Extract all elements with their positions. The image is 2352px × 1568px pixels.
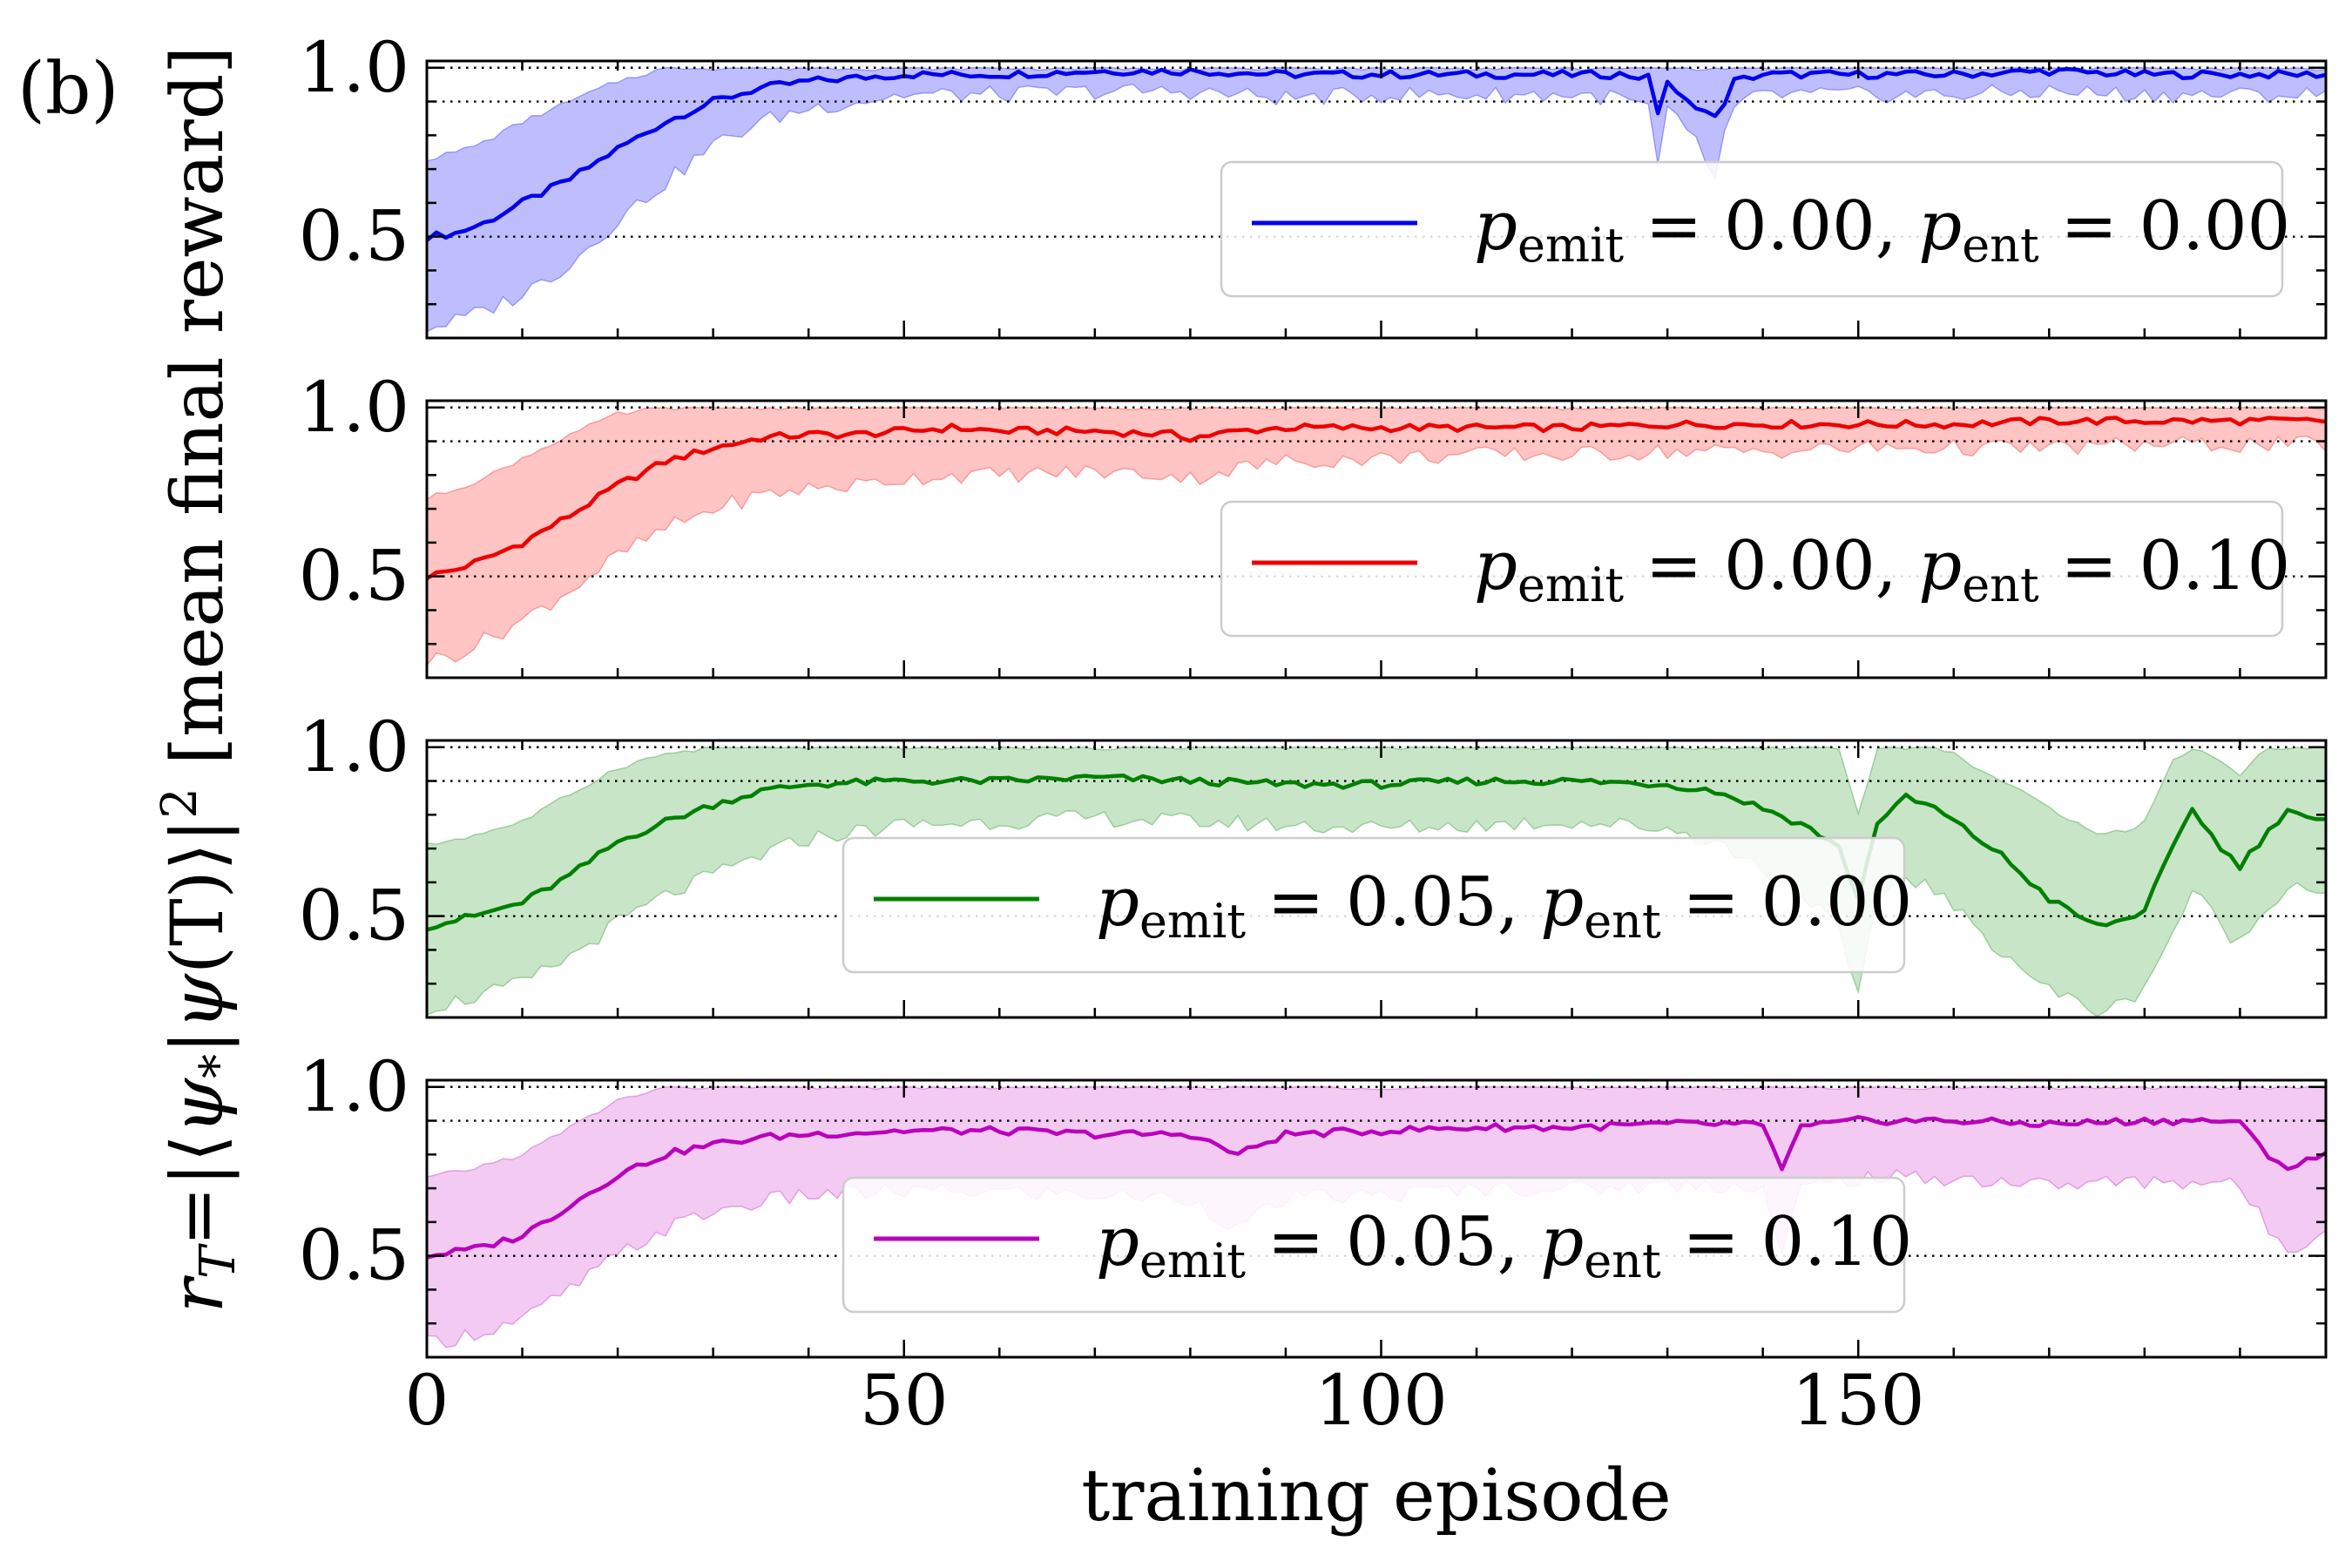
y-tick-label: 0.5 <box>299 875 409 956</box>
y-tick-label: 1.0 <box>299 1046 409 1127</box>
legend-label-part: = 0.05, <box>1246 1203 1540 1281</box>
legend-label-part: = 0.00 <box>1661 863 1913 942</box>
y-label-bar: | <box>157 1030 240 1054</box>
legend-label: pemit = 0.00, pent = 0.10 <box>1474 527 2290 612</box>
legend-label-part: emit <box>1517 218 1624 273</box>
y-label-paren: (T)⟩| <box>157 819 240 974</box>
legend-label-part: = 0.10 <box>2039 527 2291 605</box>
legend-label-part: p <box>1540 863 1584 942</box>
legend-label-part: p <box>1096 1203 1139 1281</box>
legend-label: pemit = 0.05, pent = 0.00 <box>1096 863 1912 949</box>
mean-line-2 <box>425 416 2327 581</box>
legend-label-part: = 0.10 <box>1661 1203 1913 1281</box>
y-label-r-sub: T <box>190 1243 247 1279</box>
legend-label-part: emit <box>1517 558 1624 612</box>
x-tick-labels: 0 50 100 150 <box>405 1360 1925 1441</box>
legend-label-part: = 0.00 <box>2039 187 2291 266</box>
legend-label-part: ent <box>1962 218 2039 273</box>
y-label-psi-sub: * <box>190 1054 247 1078</box>
legend-box <box>1220 500 2284 638</box>
legend-label: pemit = 0.05, pent = 0.10 <box>1096 1203 1912 1288</box>
y-label-rest: [mean final reward] <box>157 46 240 787</box>
legend-label-part: ent <box>1584 894 1661 949</box>
legend-label-part: p <box>1918 187 1962 266</box>
y-tick-label: 0.5 <box>299 536 409 617</box>
x-axis-label: training episode <box>1081 1455 1671 1538</box>
legend-4: pemit = 0.05, pent = 0.10 <box>841 1176 1912 1314</box>
legend-label-part: p <box>1096 863 1139 942</box>
y-tick-label: 1.0 <box>299 27 409 108</box>
y-label-psi2: ψ <box>157 973 240 1030</box>
legend-label-part: = 0.00, <box>1624 187 1918 266</box>
legend-label-part: emit <box>1139 1233 1246 1288</box>
legend-label-part: p <box>1918 527 1962 605</box>
mean-line-3 <box>426 774 2327 932</box>
legend-label-part: ent <box>1584 1233 1661 1288</box>
legend-box <box>841 836 1906 974</box>
y-tick-label: 1.0 <box>299 706 409 787</box>
y-tick-label: 0.5 <box>299 1215 409 1296</box>
legend-2: pemit = 0.00, pent = 0.10 <box>1220 500 2290 638</box>
panel-label: (b) <box>17 48 118 131</box>
axes-frame-3 <box>425 739 2328 1019</box>
legend-box <box>841 1176 1906 1314</box>
axes-frame-2 <box>425 399 2328 679</box>
x-tick-label: 0 <box>405 1360 449 1441</box>
axes-frame-1 <box>425 59 2328 340</box>
y-label-sup: 2 <box>152 787 208 819</box>
x-tick-label: 150 <box>1792 1360 1925 1441</box>
legend-box <box>1220 160 2284 298</box>
y-tick-label: 1.0 <box>299 367 409 448</box>
y-label-r: r <box>157 1274 240 1313</box>
y-label-psi: ψ <box>157 1078 240 1134</box>
y-label-eq: =|⟨ <box>157 1134 240 1246</box>
legend-label-part: p <box>1474 187 1517 266</box>
y-axis-label: rT=|⟨ψ*|ψ(T)⟩|2 [mean final reward] <box>152 46 247 1313</box>
legend-label-part: ent <box>1962 558 2039 612</box>
mean-line-1 <box>425 67 2327 242</box>
legend-1: pemit = 0.00, pent = 0.00 <box>1220 160 2290 298</box>
y-tick-label: 0.5 <box>299 196 409 277</box>
legend-3: pemit = 0.05, pent = 0.00 <box>841 836 1912 974</box>
x-tick-label: 100 <box>1315 1360 1448 1441</box>
legend-label-part: p <box>1474 527 1517 605</box>
legend-label: pemit = 0.00, pent = 0.00 <box>1474 187 2290 273</box>
legend-label-part: emit <box>1139 894 1246 949</box>
legend-label-part: = 0.05, <box>1246 863 1540 942</box>
legend-label-part: p <box>1540 1203 1584 1281</box>
x-tick-label: 50 <box>860 1360 949 1441</box>
legend-label-part: = 0.00, <box>1624 527 1918 605</box>
mean-line-4 <box>426 1115 2328 1260</box>
axes-frame-4 <box>425 1078 2328 1359</box>
